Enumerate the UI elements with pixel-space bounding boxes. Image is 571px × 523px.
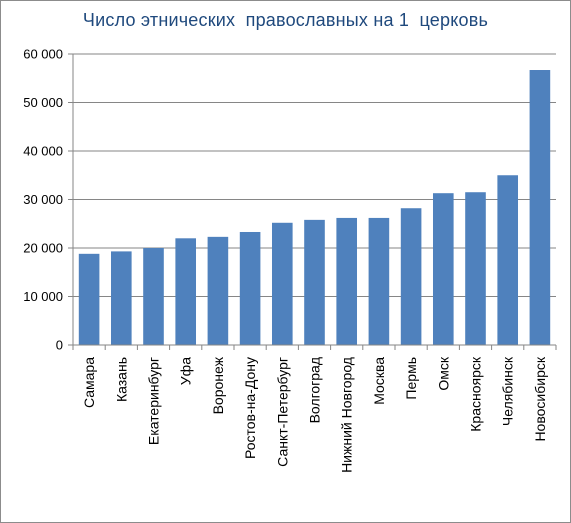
bar: [143, 248, 164, 345]
x-tick-label: Нижний Новгород: [339, 357, 355, 473]
x-tick-label: Санкт-Петербург: [274, 357, 290, 467]
x-tick-label: Омск: [435, 356, 451, 391]
bar: [336, 217, 358, 345]
x-tick-label: Красноярск: [468, 356, 484, 432]
y-tick-label: 0: [56, 338, 63, 353]
chart-title: Число этнических православных на 1 церко…: [82, 10, 489, 30]
x-tick-label: Новосибирск: [532, 356, 548, 441]
x-tick-labels: Самара Казань Екатеринбург Уфа Воронеж Ростов…: [81, 356, 548, 473]
x-tick-label: Челябинск: [500, 356, 516, 426]
bars: [78, 70, 551, 345]
bar: [497, 175, 519, 345]
x-tick-label: Пермь: [403, 357, 419, 400]
bar: [529, 70, 551, 345]
axes: [68, 53, 557, 350]
x-tick-label: Москва: [371, 357, 387, 405]
bar: [271, 222, 293, 345]
bar: [432, 193, 454, 345]
x-tick-label: Казань: [113, 357, 129, 402]
bar: [175, 238, 197, 345]
x-tick-label: Уфа: [178, 357, 194, 385]
bar: [207, 236, 229, 345]
y-tick-label: 20 000: [23, 241, 63, 256]
x-tick-label: Екатеринбург: [146, 357, 162, 445]
bar: [110, 251, 132, 345]
x-tick-label: Самара: [81, 357, 97, 408]
y-tick-labels: 0 10 000 20 000 30 000 40 000 50 000 60 000: [23, 47, 63, 353]
y-tick-label: 10 000: [23, 289, 63, 304]
x-tick-label: Воронеж: [210, 356, 226, 414]
bar: [78, 253, 100, 345]
bar: [368, 217, 390, 345]
bar: [239, 231, 261, 345]
x-tick-label: Ростов-на-Дону: [242, 357, 258, 459]
bar: [465, 192, 486, 345]
y-tick-label: 30 000: [23, 192, 63, 207]
bar: [304, 219, 325, 345]
y-tick-label: 40 000: [23, 144, 63, 159]
x-tick-label: Волгоград: [307, 357, 323, 423]
y-tick-label: 60 000: [23, 47, 63, 62]
bar: [400, 208, 422, 345]
y-tick-label: 50 000: [23, 95, 63, 110]
